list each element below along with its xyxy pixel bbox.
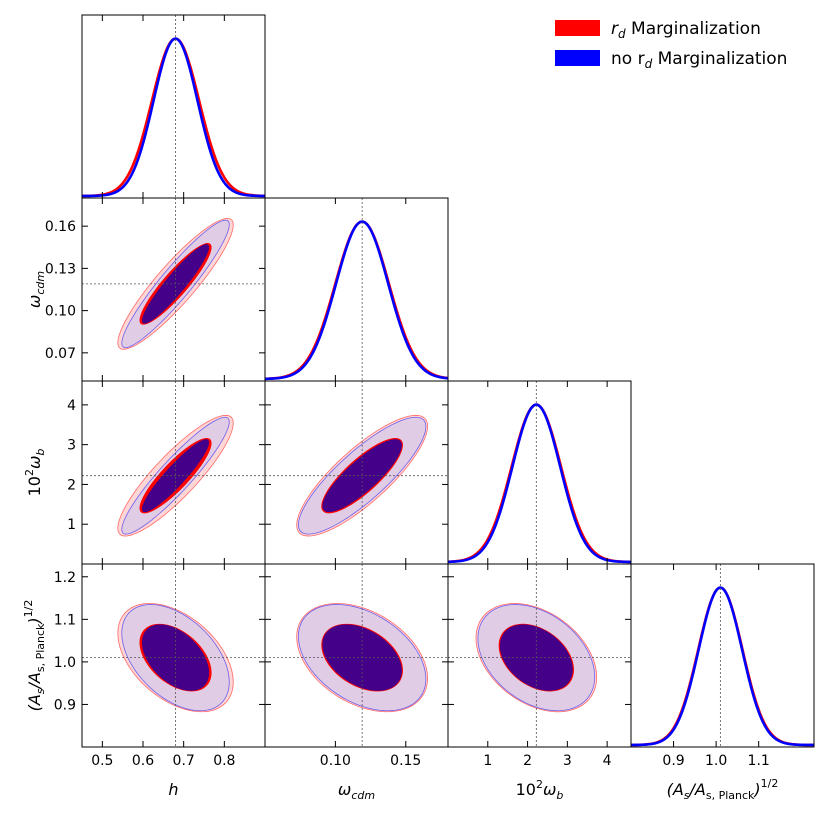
marginal-no-r-d-marginalization-2	[448, 403, 631, 564]
x-axis-label-2: 102ωb	[516, 778, 564, 802]
x-tick-label: 0.15	[390, 753, 421, 769]
y-axis-label-2: 102ωb	[23, 449, 47, 497]
y-tick-label: 1.2	[54, 570, 76, 586]
panel-3-1: 0.10 0.15	[264, 563, 449, 769]
panel-content	[82, 198, 265, 381]
panel-2-1	[264, 380, 449, 565]
panel-2-0: 1 2 3 4	[67, 380, 266, 565]
panel-1-0: 0.07 0.10 0.13 0.16	[45, 197, 266, 382]
panel-content	[631, 564, 814, 747]
x-axis-label-0: h	[168, 780, 178, 799]
panel-content	[82, 15, 265, 198]
y-tick-label: 0.07	[45, 346, 76, 362]
y-tick-label: 0.9	[54, 697, 76, 713]
x-axis-label-1: ωcdm	[338, 780, 375, 802]
marginal-no-r-d-marginalization-0	[82, 37, 265, 198]
panel-2-2	[447, 380, 632, 565]
panel-content	[265, 198, 448, 381]
panel-content	[265, 381, 448, 564]
x-tick-label: 0.9	[662, 753, 684, 769]
y-tick-label: 4	[67, 398, 76, 414]
panel-content	[82, 381, 265, 564]
panel-content	[448, 564, 631, 747]
panel-0-0	[81, 14, 266, 199]
panel-frame	[447, 380, 632, 565]
legend-swatch-no-rd-marginalization	[555, 50, 600, 66]
y-tick-label: 1.1	[54, 612, 76, 628]
legend-label-rd-marginalization: rd Marginalization	[611, 19, 761, 41]
legend-label-no-rd-marginalization: no rd Marginalization	[611, 49, 787, 71]
y-tick-label: 0.16	[45, 219, 76, 235]
x-axis-label-3: (As/As, Planck)1/2	[667, 777, 779, 802]
y-tick-label: 2	[67, 477, 76, 493]
marginal-r-d-marginalization-2	[448, 403, 631, 564]
x-tick-label: 4	[603, 753, 612, 769]
panel-content	[265, 564, 448, 747]
panel-3-0: 0.5 0.6 0.7 0.8 0.9 1.0 1.1 1.2	[54, 563, 266, 769]
y-axis-label-1: ωcdm	[25, 271, 47, 308]
panel-frame	[630, 563, 815, 748]
panel-3-3: 0.9 1.0 1.1	[630, 563, 815, 769]
marginal-r-d-marginalization-3	[631, 586, 814, 747]
x-tick-label: 1.1	[748, 753, 770, 769]
panels-layer: 0.07 0.10 0.13 0.16 1 2 3 4 0.5 0.6 0.7 0.8 0.9 1.0 1.…	[22, 14, 815, 802]
marginal-no-r-d-marginalization-3	[631, 586, 814, 747]
panel-content	[82, 564, 265, 747]
marginal-r-d-marginalization-1	[265, 220, 448, 381]
y-tick-label: 0.10	[45, 304, 76, 320]
x-tick-label: 2	[523, 753, 532, 769]
y-tick-label: 0.13	[45, 261, 76, 277]
x-tick-label: 0.10	[320, 753, 351, 769]
x-tick-label: 1	[483, 753, 492, 769]
panel-3-2: 1 2 3 4	[447, 563, 632, 769]
x-tick-label: 0.5	[91, 753, 113, 769]
x-tick-label: 0.6	[132, 753, 154, 769]
marginal-no-r-d-marginalization-1	[265, 220, 448, 381]
y-tick-label: 3	[67, 438, 76, 454]
panel-1-1	[264, 197, 449, 382]
panel-content	[448, 381, 631, 564]
panel-frame	[81, 14, 266, 199]
x-tick-label: 3	[563, 753, 572, 769]
y-tick-label: 1	[67, 517, 76, 533]
legend-swatch-rd-marginalization	[555, 20, 600, 36]
y-tick-label: 1.0	[54, 655, 76, 671]
legend: rd Marginalization no rd Marginalization	[555, 19, 787, 71]
marginal-r-d-marginalization-0	[82, 37, 265, 198]
x-tick-label: 1.0	[705, 753, 727, 769]
x-tick-label: 0.8	[213, 753, 235, 769]
x-tick-label: 0.7	[173, 753, 195, 769]
y-axis-label-3: (As/As, Planck)1/2	[22, 600, 47, 712]
